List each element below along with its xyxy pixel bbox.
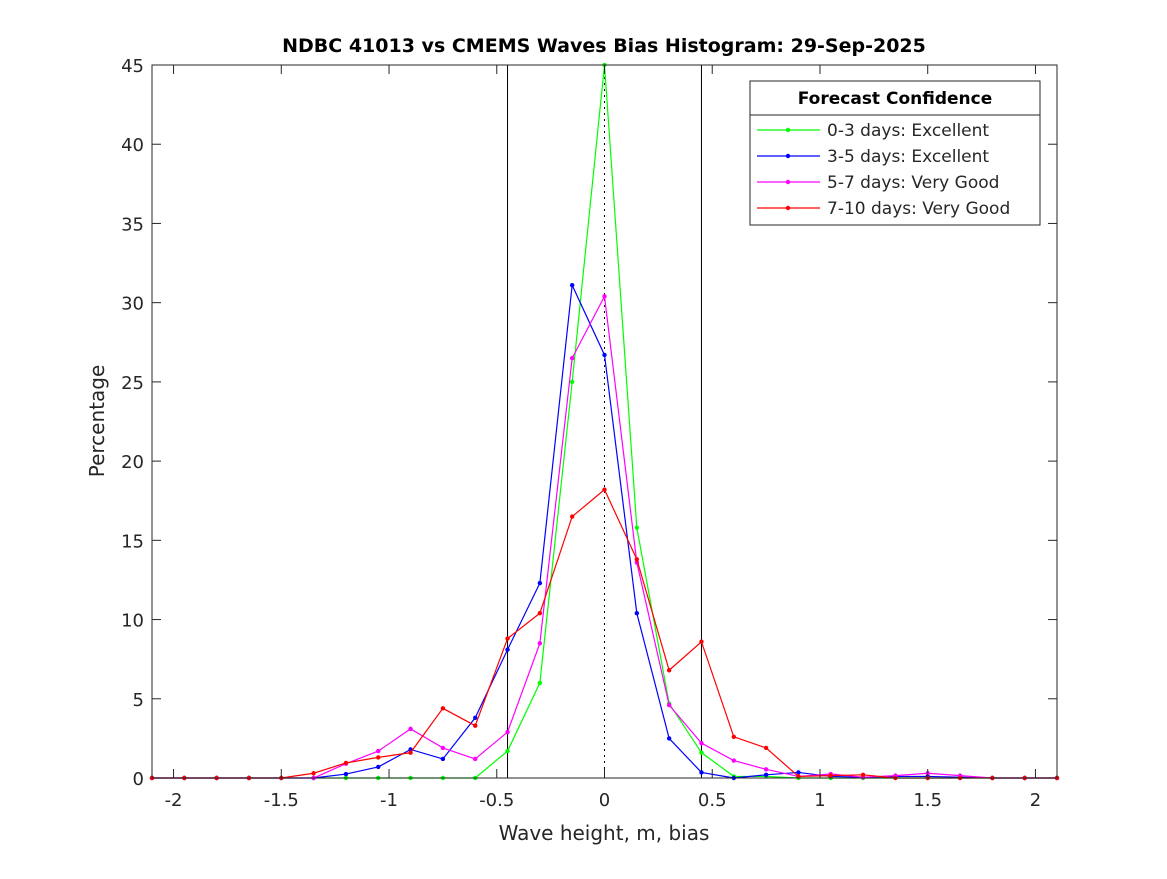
- data-point: [602, 294, 607, 299]
- legend-label: 7-10 days: Very Good: [827, 199, 1010, 219]
- data-point: [408, 750, 413, 755]
- y-axis-label: Percentage: [85, 365, 109, 478]
- data-point: [376, 748, 381, 754]
- legend-box: [749, 80, 1041, 226]
- data-point: [634, 525, 640, 530]
- data-point: [666, 702, 672, 708]
- series-3: [149, 487, 1060, 781]
- legend-item: 3-5 days: Excellent: [757, 147, 989, 167]
- y-tick-label: 30: [121, 294, 144, 315]
- data-point: [699, 740, 704, 746]
- x-tick-label: 1.5: [913, 790, 942, 811]
- data-point: [796, 770, 801, 775]
- data-point: [311, 771, 316, 776]
- data-point: [666, 736, 672, 741]
- series-line: [152, 283, 1057, 779]
- data-point: [634, 611, 640, 616]
- data-point: [699, 750, 704, 755]
- x-tick-label: -2: [165, 790, 183, 811]
- y-tick-label: 35: [121, 214, 144, 235]
- legend-label: 0-3 days: Excellent: [827, 121, 989, 141]
- series-line: [152, 294, 1057, 779]
- x-tick-label: -0.5: [479, 790, 514, 811]
- data-point: [473, 723, 478, 728]
- legend-marker: [785, 127, 791, 133]
- data-point: [376, 764, 381, 770]
- legend-label: 3-5 days: Excellent: [827, 147, 989, 167]
- x-tick-label: 0: [599, 790, 610, 811]
- series-line: [152, 488, 1057, 779]
- series-1: [149, 283, 1060, 781]
- data-point: [440, 756, 446, 762]
- legend-marker: [785, 153, 791, 159]
- data-point: [343, 760, 349, 766]
- data-point: [699, 770, 704, 775]
- data-point: [602, 352, 607, 358]
- data-point: [666, 668, 672, 673]
- y-tick-label: 15: [121, 531, 144, 552]
- data-point: [440, 706, 446, 711]
- y-tick-label: 45: [121, 56, 144, 77]
- x-tick-label: -1.5: [264, 790, 299, 811]
- data-point: [537, 611, 543, 616]
- data-point: [569, 514, 575, 519]
- data-point: [569, 355, 575, 361]
- y-tick-label: 40: [121, 135, 144, 156]
- data-point: [537, 680, 543, 686]
- data-point: [860, 772, 866, 778]
- legend-label: 5-7 days: Very Good: [827, 173, 999, 193]
- legend-marker: [785, 205, 791, 211]
- data-point: [731, 758, 736, 763]
- data-point: [473, 715, 478, 720]
- y-tick-label: 20: [121, 452, 144, 473]
- x-tick-label: 1: [814, 790, 825, 811]
- y-tick-label: 0: [133, 769, 144, 790]
- y-tick-label: 10: [121, 611, 144, 632]
- legend: Forecast Confidence 0-3 days: Excellent 3…: [749, 80, 1041, 226]
- data-point: [505, 748, 510, 754]
- data-point: [763, 772, 769, 778]
- x-tick-label: -1: [380, 790, 398, 811]
- data-point: [376, 755, 381, 760]
- y-tick-label: 5: [133, 690, 144, 711]
- data-point: [473, 756, 478, 762]
- data-point: [602, 487, 607, 492]
- y-tick-label: 25: [121, 373, 144, 394]
- data-point: [731, 734, 736, 740]
- legend-item: 5-7 days: Very Good: [757, 173, 999, 193]
- data-point: [537, 580, 543, 586]
- x-tick-label: 0.5: [698, 790, 727, 811]
- data-point: [408, 726, 413, 732]
- chart-title: NDBC 41013 vs CMEMS Waves Bias Histogram…: [282, 35, 926, 57]
- data-point: [763, 767, 769, 772]
- data-point: [569, 379, 575, 385]
- data-point: [828, 773, 833, 778]
- legend-title: Forecast Confidence: [798, 89, 993, 109]
- data-point: [505, 647, 510, 652]
- x-axis-label: Wave height, m, bias: [499, 821, 710, 845]
- data-point: [634, 557, 640, 562]
- data-point: [505, 729, 510, 735]
- data-point: [699, 639, 704, 644]
- data-point: [569, 283, 575, 288]
- legend-marker: [785, 179, 791, 185]
- legend-item: 0-3 days: Excellent: [757, 121, 989, 141]
- data-point: [343, 771, 349, 777]
- legend-item: 7-10 days: Very Good: [757, 199, 1010, 219]
- data-point: [537, 641, 543, 646]
- data-point: [440, 745, 446, 751]
- x-tick-label: 2: [1030, 790, 1041, 811]
- data-point: [505, 636, 510, 641]
- data-point: [763, 745, 769, 751]
